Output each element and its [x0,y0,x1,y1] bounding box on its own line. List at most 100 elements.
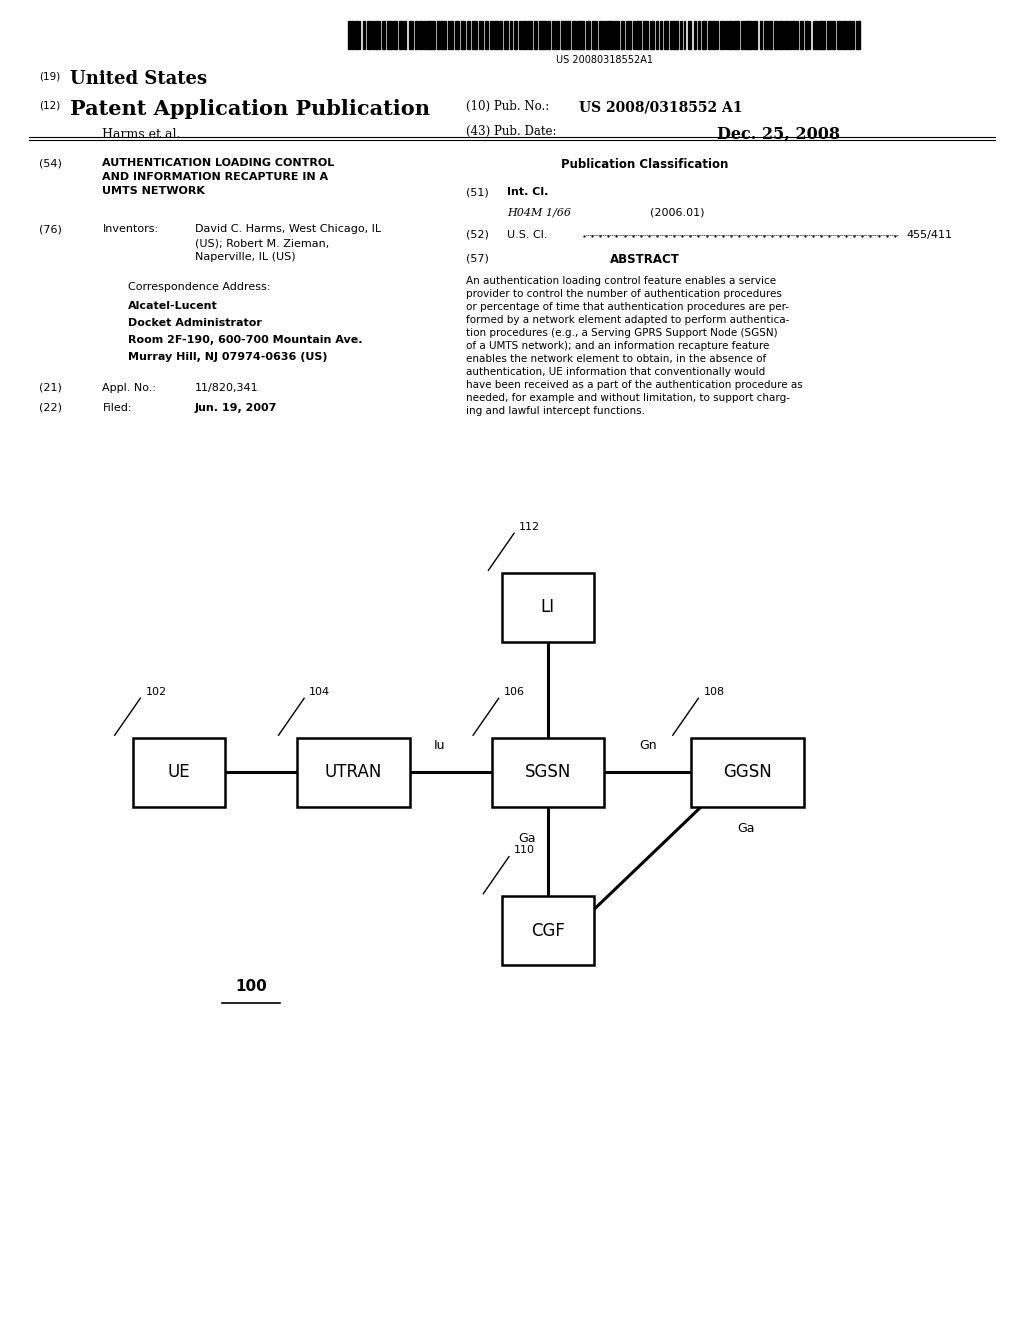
Bar [698,21,700,49]
Bar [431,21,435,49]
Bar [650,21,653,49]
Bar [500,21,502,49]
Bar [736,21,739,49]
Bar [565,21,570,49]
Bar [297,738,410,807]
Bar [528,21,531,49]
Bar [784,21,788,49]
Bar [426,21,431,49]
Bar [790,21,793,49]
Text: Correspondence Address:: Correspondence Address: [128,282,270,293]
Bar [348,21,350,49]
Text: (52): (52) [466,230,488,240]
Bar [478,21,480,49]
Bar [519,21,521,49]
Text: H04M 1/66: H04M 1/66 [507,207,571,218]
Text: CGF: CGF [530,921,565,940]
Bar [801,21,803,49]
Text: Int. Cl.: Int. Cl. [507,187,548,198]
Bar [725,21,727,49]
Bar [492,738,604,807]
Bar [779,21,782,49]
Text: (2006.01): (2006.01) [650,207,705,218]
Bar [793,21,795,49]
Bar [633,21,635,49]
Text: SGSN: SGSN [524,763,571,781]
Bar [373,21,374,49]
Text: Patent Application Publication: Patent Application Publication [70,99,430,119]
Bar [656,21,657,49]
Bar [769,21,772,49]
Bar [660,21,662,49]
Bar [502,573,594,642]
Bar [608,21,613,49]
Text: (51): (51) [466,187,488,198]
Bar [627,21,631,49]
Bar [637,21,641,49]
Text: (10) Pub. No.:: (10) Pub. No.: [466,100,549,114]
Text: Inventors:: Inventors: [102,224,159,235]
Bar [452,21,453,49]
Bar [587,21,590,49]
Text: UE: UE [168,763,190,781]
Bar [833,21,835,49]
Text: UTRAN: UTRAN [325,763,382,781]
Bar [797,21,799,49]
Bar [358,21,360,49]
Text: Murray Hill, NJ 07974-0636 (US): Murray Hill, NJ 07974-0636 (US) [128,352,328,363]
Bar [367,21,372,49]
Bar [605,21,607,49]
Bar [544,21,546,49]
Bar [826,21,831,49]
Bar [461,21,465,49]
Bar [351,21,354,49]
Bar [764,21,768,49]
Text: 104: 104 [309,686,331,697]
Bar [441,21,445,49]
Text: US 20080318552A1: US 20080318552A1 [556,55,652,66]
Bar [702,21,707,49]
Bar [750,21,752,49]
Bar [712,21,716,49]
Text: (21): (21) [39,383,61,393]
Text: AUTHENTICATION LOADING CONTROL
AND INFORMATION RECAPTURE IN A
UMTS NETWORK: AUTHENTICATION LOADING CONTROL AND INFOR… [102,158,335,197]
Bar [378,21,380,49]
Bar [495,21,498,49]
Bar [684,21,685,49]
Text: 112: 112 [519,521,541,532]
Bar [760,21,762,49]
Bar [622,21,624,49]
Text: (76): (76) [39,224,61,235]
Bar [728,21,731,49]
Bar [502,896,594,965]
Text: (22): (22) [39,403,61,413]
Bar [614,21,615,49]
Bar [720,21,724,49]
Bar [387,21,392,49]
Bar [815,21,817,49]
Bar [514,21,516,49]
Bar [133,738,225,807]
Text: Dec. 25, 2008: Dec. 25, 2008 [717,125,840,143]
Bar [688,21,691,49]
Bar [670,21,674,49]
Text: United States: United States [70,70,207,88]
Bar [675,21,678,49]
Text: Appl. No.:: Appl. No.: [102,383,157,393]
Text: Gn: Gn [639,739,656,752]
Text: Harms et al.: Harms et al. [102,128,181,141]
Bar [716,21,718,49]
Bar [643,21,648,49]
Bar [535,21,537,49]
Bar [813,21,815,49]
Bar [399,21,403,49]
Text: Jun. 19, 2007: Jun. 19, 2007 [195,403,276,413]
Bar [419,21,422,49]
Bar [592,21,597,49]
Text: Ga: Ga [518,832,536,845]
Bar [578,21,581,49]
Bar [809,21,811,49]
Text: Iu: Iu [434,739,445,752]
Bar [774,21,777,49]
Bar [852,21,854,49]
